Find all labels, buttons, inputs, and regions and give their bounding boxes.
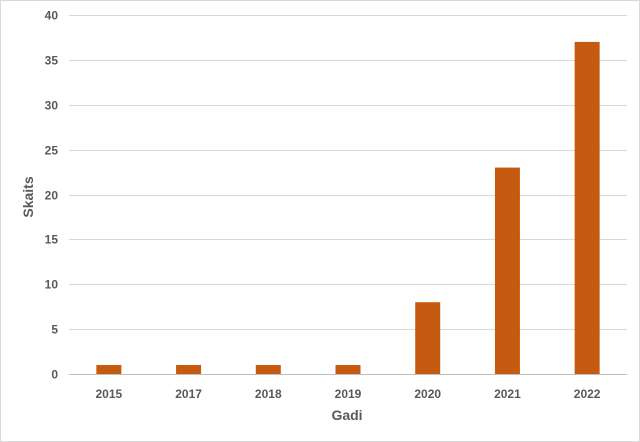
x-tick-label: 2018 <box>255 387 282 401</box>
bar-2022 <box>574 41 600 375</box>
bars <box>96 41 600 375</box>
y-tick-label: 10 <box>45 278 59 292</box>
y-tick-label: 25 <box>45 144 59 158</box>
y-tick-labels: 0 5 10 15 20 25 30 35 40 <box>45 9 59 382</box>
x-tick-label: 2017 <box>175 387 202 401</box>
bar-2018 <box>255 365 281 374</box>
x-tick-label: 2015 <box>96 387 123 401</box>
bar-2021 <box>494 167 520 374</box>
y-tick-label: 40 <box>45 9 59 23</box>
y-tick-label: 20 <box>45 189 59 203</box>
y-axis-title: Skaits <box>20 176 36 217</box>
bar-2019 <box>335 365 361 374</box>
bar-2020 <box>415 302 441 374</box>
y-tick-label: 35 <box>45 54 59 68</box>
bar-2017 <box>176 365 202 374</box>
x-tick-labels: 2015 2017 2018 2019 2020 2021 2022 <box>96 387 601 401</box>
x-tick-label: 2019 <box>335 387 362 401</box>
x-axis-title: Gadi <box>331 407 362 423</box>
y-tick-label: 15 <box>45 233 59 247</box>
x-tick-label: 2022 <box>574 387 601 401</box>
y-tick-label: 0 <box>51 368 58 382</box>
y-tick-label: 5 <box>51 323 58 337</box>
y-tick-label: 30 <box>45 99 59 113</box>
bar-2015 <box>96 365 122 374</box>
x-tick-label: 2021 <box>494 387 521 401</box>
x-tick-label: 2020 <box>414 387 441 401</box>
gridlines <box>69 15 627 375</box>
